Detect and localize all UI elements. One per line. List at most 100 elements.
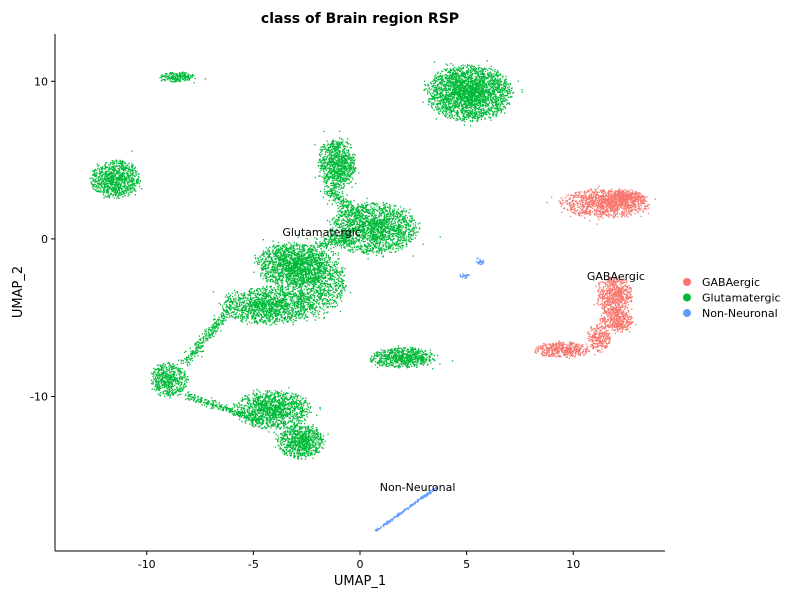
data-point <box>609 292 611 294</box>
data-point <box>566 356 568 358</box>
data-point <box>493 90 496 93</box>
data-point <box>590 193 592 195</box>
data-point <box>617 290 619 292</box>
data-point <box>621 207 623 209</box>
data-point <box>588 198 590 201</box>
data-point <box>589 209 592 211</box>
data-point <box>618 313 620 315</box>
data-point <box>618 198 621 200</box>
data-point <box>603 341 605 344</box>
data-point <box>610 306 613 308</box>
data-point <box>580 195 582 197</box>
data-point <box>597 201 599 203</box>
data-point <box>436 93 439 95</box>
data-point <box>583 205 585 208</box>
data-point <box>606 289 608 291</box>
data-point <box>572 343 574 345</box>
data-point <box>575 213 577 215</box>
data-point <box>644 205 646 208</box>
data-point <box>603 190 605 192</box>
data-point <box>567 348 570 350</box>
data-point <box>627 201 629 203</box>
data-point <box>603 291 605 293</box>
data-point <box>488 94 490 97</box>
data-point <box>616 206 618 209</box>
data-point <box>604 295 606 297</box>
data-point <box>599 195 601 198</box>
data-point <box>581 198 583 200</box>
data-point <box>620 200 623 203</box>
data-point <box>598 334 601 337</box>
data-point <box>625 312 628 314</box>
data-point <box>610 283 612 285</box>
data-point <box>428 100 430 102</box>
data-point <box>607 327 609 329</box>
data-point <box>578 353 580 356</box>
data-point <box>625 281 627 284</box>
data-point <box>601 297 604 299</box>
data-point <box>611 190 614 193</box>
data-point <box>486 105 489 107</box>
data-point <box>631 201 633 203</box>
data-point <box>604 345 606 348</box>
data-point <box>567 194 569 196</box>
data-point <box>610 304 612 306</box>
data-point <box>583 199 585 201</box>
data-point <box>621 211 623 213</box>
data-point <box>630 201 632 203</box>
data-point <box>607 315 610 317</box>
data-point <box>628 291 631 293</box>
data-point <box>568 198 570 200</box>
data-point <box>601 325 603 327</box>
data-point <box>171 71 174 74</box>
data-point <box>568 344 571 346</box>
data-point <box>630 299 632 301</box>
data-point <box>619 287 621 289</box>
data-point <box>625 319 627 321</box>
data-point <box>633 200 635 202</box>
data-point <box>605 305 608 308</box>
data-point <box>592 337 594 339</box>
data-point <box>628 287 630 289</box>
data-point <box>594 193 596 195</box>
data-point <box>610 193 613 195</box>
data-point <box>619 203 621 205</box>
data-point <box>642 195 644 197</box>
data-point <box>581 209 583 211</box>
data-point <box>607 190 610 192</box>
data-point <box>616 209 618 211</box>
data-point <box>598 197 600 199</box>
data-point <box>625 198 627 200</box>
data-point <box>632 202 634 204</box>
data-point <box>448 85 450 88</box>
data-point <box>577 206 579 208</box>
data-point <box>604 331 606 333</box>
data-point <box>626 316 628 319</box>
data-point <box>585 209 587 211</box>
data-point <box>603 302 605 304</box>
data-point <box>589 200 591 202</box>
data-point <box>620 199 622 202</box>
data-point <box>609 339 611 341</box>
data-point <box>601 293 603 295</box>
data-point <box>434 94 436 96</box>
data-point <box>569 197 571 199</box>
data-point <box>615 287 617 290</box>
data-point <box>566 353 568 355</box>
data-point <box>429 101 431 103</box>
data-point <box>585 196 587 199</box>
data-point <box>621 304 623 307</box>
data-point <box>630 321 632 323</box>
data-point <box>619 192 621 194</box>
data-point <box>612 206 614 208</box>
data-point <box>501 93 503 95</box>
data-point <box>625 299 627 302</box>
data-point <box>558 346 560 348</box>
data-point <box>618 199 620 201</box>
data-point <box>610 318 613 321</box>
data-point <box>508 102 510 104</box>
data-point <box>447 91 450 93</box>
data-point <box>633 203 635 205</box>
data-point <box>620 297 622 299</box>
data-point <box>622 280 624 282</box>
